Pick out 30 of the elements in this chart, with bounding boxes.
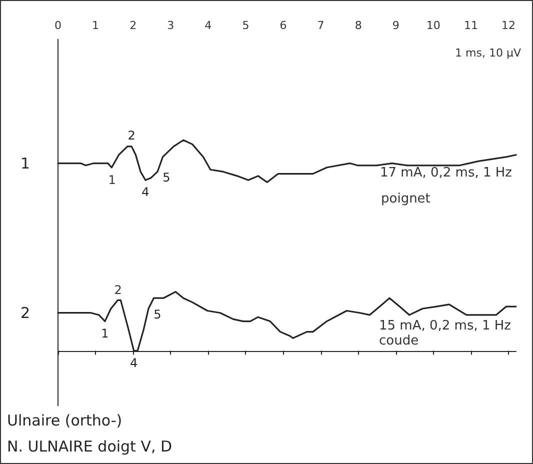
x-tick-label: 1	[92, 19, 100, 32]
text: 1	[20, 154, 30, 172]
x-tick-label: 2	[130, 19, 137, 32]
annotation: 2	[128, 128, 136, 142]
series-label: 1	[108, 173, 116, 187]
text: 1 ms, 10 µV	[455, 46, 522, 60]
x-tick-label: 6	[280, 19, 287, 32]
x-tick-label: 10	[426, 19, 440, 32]
annotation: 4	[142, 185, 150, 200]
x-tick-label: 7	[317, 19, 324, 32]
annotation: coude	[379, 334, 419, 348]
x-tick-label: 9	[392, 19, 400, 32]
text: N. ULNAIRE doigt V, D	[7, 438, 172, 456]
x-tick-label: 5	[242, 19, 250, 32]
annotation: 1	[101, 326, 109, 340]
text: Ulnaire (ortho-)	[7, 412, 122, 430]
x-tick-label: 3	[167, 19, 174, 32]
annotation: 15 mA, 0,2 ms, 1 Hz	[379, 318, 512, 334]
x-tick-label: 8	[354, 19, 362, 32]
annotation: 5	[162, 170, 170, 185]
text: 2	[20, 304, 30, 322]
x-tick-label: 4	[204, 19, 212, 32]
annotation: poignet	[381, 192, 430, 206]
annotation: 17 mA, 0,2 ms, 1 Hz	[380, 166, 512, 180]
x-tick-label: 12	[501, 19, 516, 32]
annotation: 4	[130, 356, 138, 370]
x-tick-label: 0	[54, 19, 62, 32]
series-label: 2	[114, 283, 122, 297]
annotation: 5	[154, 308, 162, 322]
x-tick-label: 11	[464, 19, 478, 32]
